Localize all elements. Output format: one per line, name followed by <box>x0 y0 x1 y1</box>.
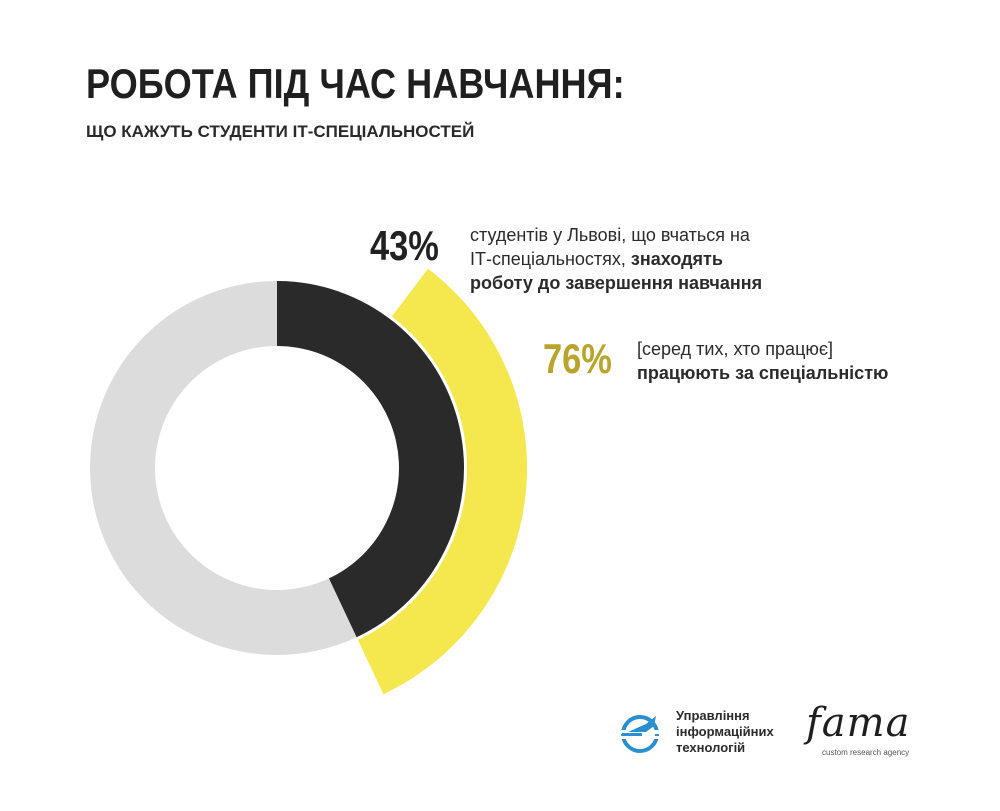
stat-caption-43-plain: студентів у Львові, що вчаться на ІТ-спе… <box>470 225 750 269</box>
page-title: РОБОТА ПІД ЧАС НАВЧАННЯ: <box>86 60 625 107</box>
fama-tagline: custom research agency <box>822 748 910 757</box>
stat-value-43: 43% <box>370 222 439 270</box>
donut-43-segment <box>277 281 464 638</box>
uit-emblem-icon <box>618 715 660 753</box>
uit-logo-text: Управління інформаційних технологій <box>676 708 774 756</box>
stat-value-76-text: 76% <box>543 335 612 382</box>
fama-logo: fama custom research agency <box>800 700 930 760</box>
uit-logo: Управління інформаційних технологій <box>616 708 774 756</box>
uit-line3: технологій <box>676 740 746 755</box>
donut-76-segment <box>357 268 527 695</box>
uit-line1: Управління <box>676 708 750 723</box>
stat-caption-76-plain: [серед тих, хто працює] <box>637 339 834 359</box>
stat-caption-76-bold: працюють за спеціальністю <box>637 363 889 383</box>
stat-caption-43: студентів у Львові, що вчаться на ІТ-спе… <box>470 223 770 295</box>
stat-caption-76: [серед тих, хто працює] працюють за спец… <box>637 337 907 385</box>
stat-caption-43-bold: знаходять роботу до завершення навчання <box>470 249 763 293</box>
donut-remainder-segment <box>89 281 357 655</box>
fama-wordmark: fama <box>806 700 911 746</box>
uit-line2: інформаційних <box>676 724 774 739</box>
stat-value-76: 76% <box>543 335 612 383</box>
page-subtitle: ЩО КАЖУТЬ СТУДЕНТИ ІТ-СПЕЦІАЛЬНОСТЕЙ <box>86 122 475 141</box>
stat-value-43-text: 43% <box>370 222 439 269</box>
